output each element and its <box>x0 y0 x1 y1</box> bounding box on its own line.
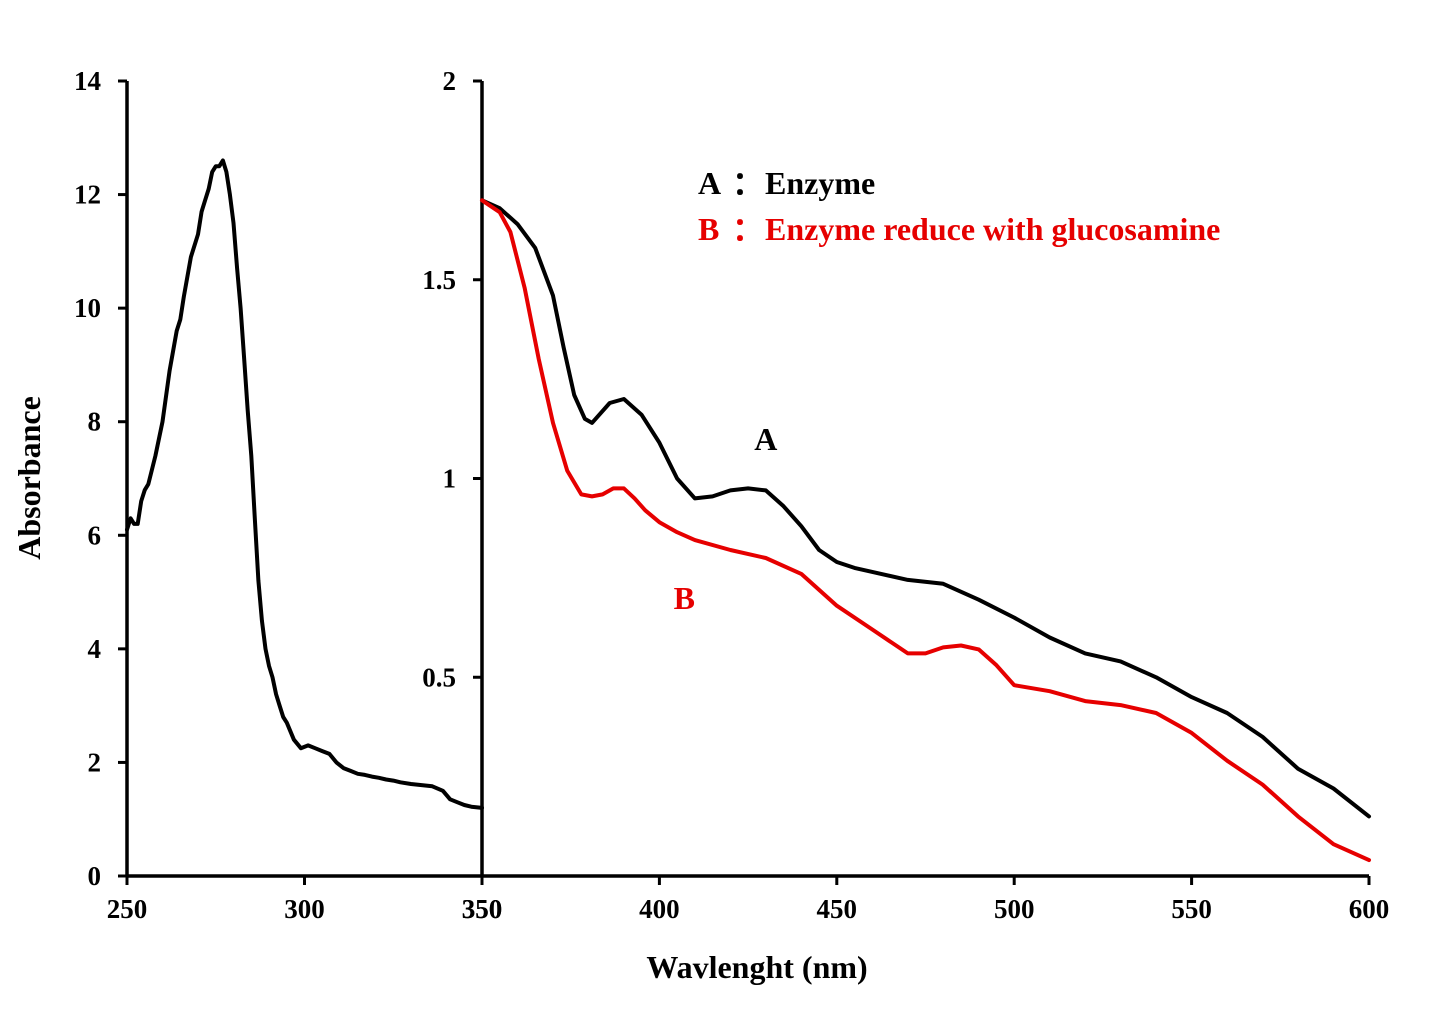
left-y-tick-label: 2 <box>88 747 102 777</box>
legend: A ： Enzyme B ： Enzyme reduce with glucosamine <box>698 165 1220 247</box>
left-y-tick-label: 6 <box>88 520 102 550</box>
right-y-tick-label: 1.5 <box>422 265 456 295</box>
right-x-tick-label: 600 <box>1349 894 1390 924</box>
right-y-tick-label: 0.5 <box>422 662 456 692</box>
left-x-tick-label: 250 <box>107 894 148 924</box>
right-x-tick-label: 500 <box>994 894 1035 924</box>
left-x-tick-label: 300 <box>284 894 325 924</box>
curve-label-b: B <box>674 580 695 616</box>
left-y-tick-label: 8 <box>88 407 102 437</box>
legend-entry-a: Enzyme <box>765 165 875 201</box>
legend-letter-b: B <box>698 211 719 247</box>
right-x-tick-label: 550 <box>1171 894 1212 924</box>
legend-letter-a: A <box>698 165 721 201</box>
y-axis-title: Absorbance <box>11 396 47 560</box>
x-axis-title: Wavlenght (nm) <box>646 949 867 985</box>
legend-separator: ： <box>732 165 764 201</box>
legend-entry-b: Enzyme reduce with glucosamine <box>765 211 1220 247</box>
right-panel: 0.5 1 1.5 2 350 400 450 500 550 600 <box>422 66 1389 924</box>
right-y-tick-label: 1 <box>443 464 457 494</box>
right-series-line-a <box>480 198 1371 819</box>
left-y-tick-label: 0 <box>88 861 102 891</box>
right-series-line-b <box>480 198 1371 863</box>
left-y-tick-label: 4 <box>88 634 102 664</box>
left-x-tick-label: 350 <box>462 894 503 924</box>
left-y-tick-label: 14 <box>74 66 101 96</box>
right-x-tick-label: 400 <box>639 894 680 924</box>
curve-label-a: A <box>754 421 777 457</box>
right-x-tick-label: 450 <box>817 894 858 924</box>
right-x-tick-label: 350 <box>462 894 503 924</box>
curve-labels: AB <box>674 421 778 616</box>
left-series-line-0 <box>125 158 484 810</box>
left-y-tick-label: 12 <box>74 180 101 210</box>
left-y-tick-label: 10 <box>74 293 101 323</box>
legend-separator: ： <box>732 211 764 247</box>
right-y-tick-label: 2 <box>443 66 457 96</box>
